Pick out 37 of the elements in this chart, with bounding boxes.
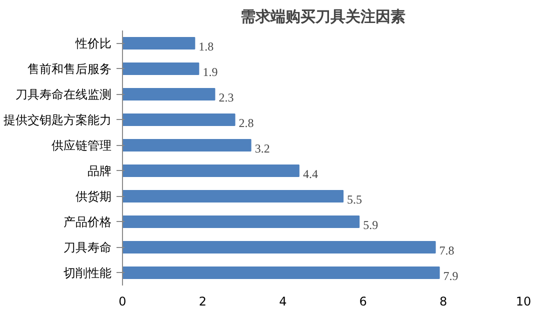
y-tick-label: 供应链管理 bbox=[52, 138, 112, 152]
data-label: 2.8 bbox=[238, 116, 254, 130]
bar bbox=[122, 139, 252, 152]
y-tick-label: 刀具寿命在线监测 bbox=[16, 87, 112, 102]
x-tick-label: 6 bbox=[359, 294, 367, 308]
bar bbox=[122, 164, 300, 177]
bar bbox=[122, 216, 360, 228]
data-label: 4.4 bbox=[302, 166, 318, 181]
bar bbox=[122, 241, 436, 254]
bar bbox=[122, 114, 236, 126]
y-tick-label: 切削性能 bbox=[64, 266, 112, 280]
x-tick-label: 0 bbox=[118, 294, 126, 308]
data-label: 3.2 bbox=[254, 141, 270, 156]
chart-title: 需求端购买刀具关注因素 bbox=[240, 8, 406, 26]
data-label: 2.3 bbox=[218, 90, 234, 104]
bar bbox=[122, 88, 216, 100]
y-tick-label: 品牌 bbox=[88, 164, 112, 178]
data-label: 5.9 bbox=[363, 218, 378, 232]
bar bbox=[122, 266, 440, 279]
y-tick-label: 提供交钥匙方案能力 bbox=[4, 112, 112, 127]
y-tick-label: 售前和售后服务 bbox=[28, 62, 112, 76]
data-label: 7.9 bbox=[443, 268, 458, 283]
data-label: 7.8 bbox=[439, 243, 454, 258]
y-tick-label: 刀具寿命 bbox=[64, 240, 112, 254]
x-tick-label: 10 bbox=[516, 294, 532, 308]
x-tick-label: 2 bbox=[198, 294, 207, 308]
bar bbox=[122, 37, 196, 50]
x-tick-label: 4 bbox=[279, 294, 287, 308]
data-label: 1.9 bbox=[202, 64, 218, 79]
y-tick-label: 性价比 bbox=[74, 36, 112, 50]
bar bbox=[122, 62, 200, 75]
y-tick-label: 产品价格 bbox=[64, 214, 112, 229]
y-tick-label: 供货期 bbox=[76, 189, 112, 204]
data-label: 1.8 bbox=[198, 39, 214, 54]
bar bbox=[122, 190, 344, 202]
x-tick-label: 8 bbox=[439, 294, 448, 308]
data-label: 5.5 bbox=[347, 192, 362, 206]
